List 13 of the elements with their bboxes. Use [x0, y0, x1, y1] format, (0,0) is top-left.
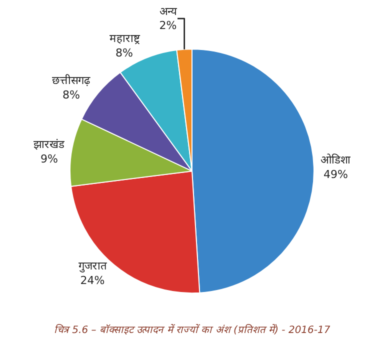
slice-label: महाराष्ट्र — [109, 32, 140, 46]
data-label: 2% — [159, 19, 177, 32]
data-label: 8% — [62, 88, 80, 102]
text: चित्र 5.6 – बॉक्साइट उत्पादन में राज्यों का अंश (प्रतिशत में) - 2016-17 — [54, 324, 331, 336]
slice-label: ओडिशा — [320, 154, 351, 167]
data-label: 24% — [80, 274, 105, 287]
data-label: 9% — [40, 152, 58, 166]
slice-label: गुजरात — [78, 260, 108, 273]
data-label: 8% — [116, 46, 133, 60]
data-label: 49% — [324, 168, 348, 181]
slice-label: झारखंड — [34, 138, 65, 152]
slice-label: अन्य — [160, 4, 178, 18]
slice-label: छत्तीसगढ़ — [52, 74, 92, 88]
